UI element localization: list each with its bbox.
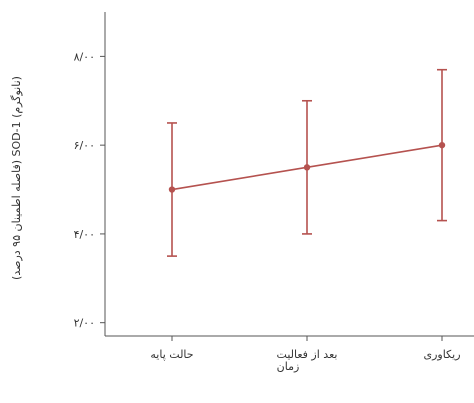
x-tick-label: بعد از فعالیت xyxy=(277,348,338,361)
y-tick-label: ۶/۰۰ xyxy=(74,139,95,152)
y-axis-title: (فاصله اطمینان ۹۵ درصد) SOD-1 (نانوگرم) xyxy=(10,76,23,280)
x-tick-label: ریکاوری xyxy=(423,348,460,361)
data-point xyxy=(303,164,311,171)
y-tick-label: ۲/۰۰ xyxy=(74,317,95,330)
plot-area: ۲/۰۰ ۴/۰۰ ۶/۰۰ ۸/۰۰ حالت پایه بعد از فعالیت ری… xyxy=(74,12,474,361)
x-axis-title: زمان xyxy=(277,360,300,373)
y-tick-label: ۸/۰۰ xyxy=(74,50,95,63)
data-point xyxy=(168,186,176,193)
x-tick-label: حالت پایه xyxy=(150,348,193,361)
data-point xyxy=(438,141,446,149)
y-tick-label: ۴/۰۰ xyxy=(74,228,95,241)
